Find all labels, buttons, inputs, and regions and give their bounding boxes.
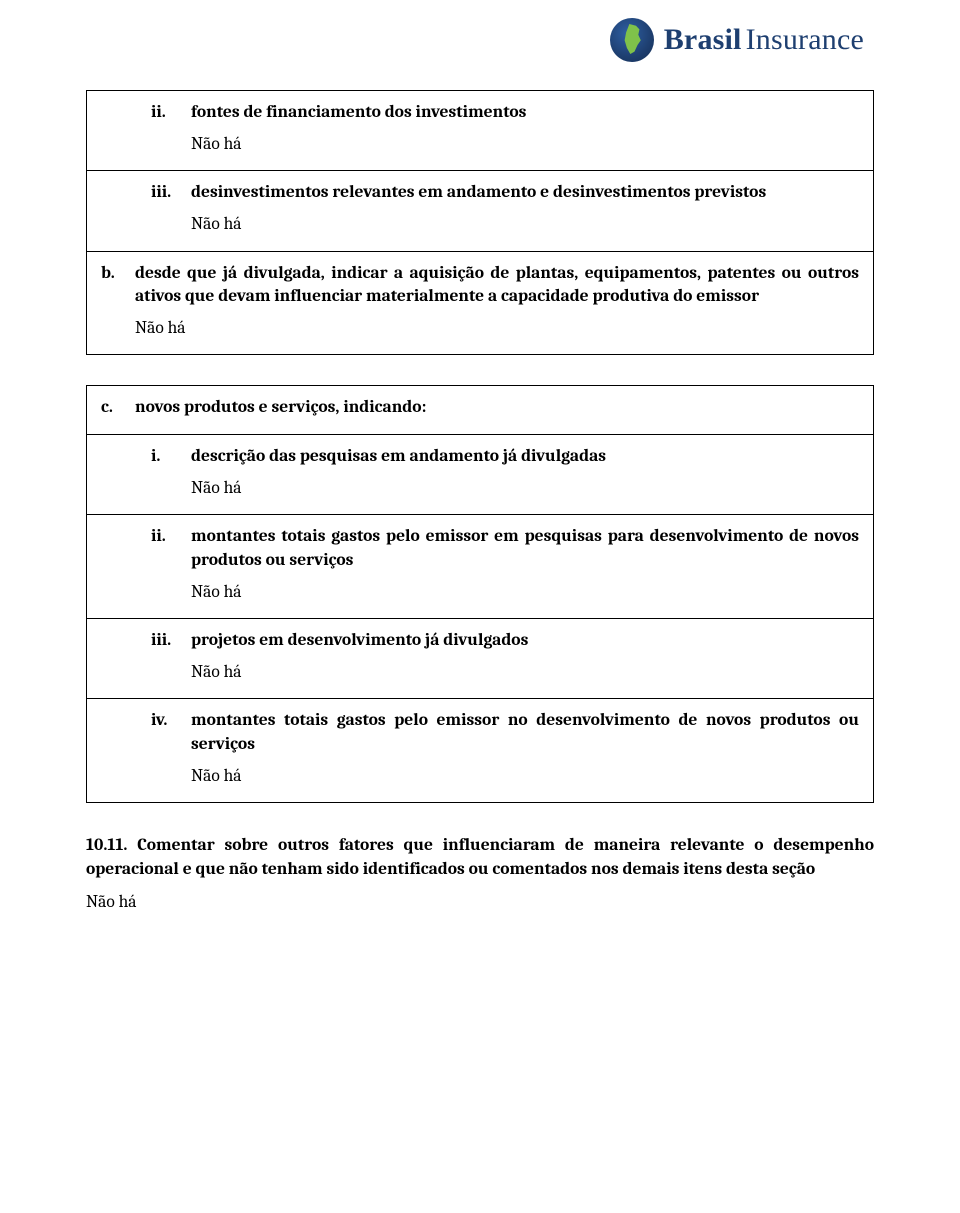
body-a-iii: desinvestimentos relevantes em andamento… xyxy=(191,181,859,236)
brand-word-2: Insurance xyxy=(746,23,864,57)
answer-c-ii: Não há xyxy=(191,581,859,605)
row-c: c. novos produtos e serviços, indicando: xyxy=(87,386,874,435)
row-a-iii: iii. desinvestimentos relevantes em anda… xyxy=(87,171,874,251)
answer-c-iv: Não há xyxy=(191,765,859,789)
item-c: c. novos produtos e serviços, indicando: xyxy=(101,396,859,420)
brand-wordmark: Brasil Insurance xyxy=(664,23,864,57)
marker-c-iii: iii. xyxy=(151,629,191,684)
row-c-iv: iv. montantes totais gastos pelo emissor… xyxy=(87,699,874,803)
brand-logo: Brasil Insurance xyxy=(610,18,864,62)
section-10-11-answer: Não há xyxy=(86,892,874,912)
body-c-iii: projetos em desenvolvimento já divulgado… xyxy=(191,629,859,684)
title-b: desde que já divulgada, indicar a aquisi… xyxy=(135,262,859,309)
row-c-iii: iii. projetos em desenvolvimento já divu… xyxy=(87,619,874,699)
title-c-ii: montantes totais gastos pelo emissor em … xyxy=(191,525,859,572)
section-10-11-title: 10.11. Comentar sobre outros fatores que… xyxy=(86,833,874,881)
title-c-iv: montantes totais gastos pelo emissor no … xyxy=(191,709,859,756)
marker-c: c. xyxy=(101,396,135,420)
item-a-ii: ii. fontes de financiamento dos investim… xyxy=(101,101,859,156)
marker-a-iii: iii. xyxy=(151,181,191,236)
page: Brasil Insurance ii. fontes de financiam… xyxy=(0,0,960,1213)
body-c-iv: montantes totais gastos pelo emissor no … xyxy=(191,709,859,788)
marker-c-i: i. xyxy=(151,445,191,500)
globe-icon xyxy=(610,18,654,62)
answer-c-i: Não há xyxy=(191,477,859,501)
row-c-i: i. descrição das pesquisas em andamento … xyxy=(87,435,874,515)
body-b: desde que já divulgada, indicar a aquisi… xyxy=(135,262,859,341)
title-a-ii: fontes de financiamento dos investimento… xyxy=(191,101,859,125)
marker-a-ii: ii. xyxy=(151,101,191,156)
body-a-ii: fontes de financiamento dos investimento… xyxy=(191,101,859,156)
title-a-iii: desinvestimentos relevantes em andamento… xyxy=(191,181,859,205)
marker-c-iv: iv. xyxy=(151,709,191,788)
document-table-2: c. novos produtos e serviços, indicando:… xyxy=(86,385,874,803)
row-a-ii: ii. fontes de financiamento dos investim… xyxy=(87,91,874,171)
row-c-ii: ii. montantes totais gastos pelo emissor… xyxy=(87,515,874,619)
item-b: b. desde que já divulgada, indicar a aqu… xyxy=(101,262,859,341)
answer-c-iii: Não há xyxy=(191,661,859,685)
item-c-i: i. descrição das pesquisas em andamento … xyxy=(101,445,859,500)
marker-b: b. xyxy=(101,262,135,341)
item-c-ii: ii. montantes totais gastos pelo emissor… xyxy=(101,525,859,604)
title-c-iii: projetos em desenvolvimento já divulgado… xyxy=(191,629,859,653)
row-b: b. desde que já divulgada, indicar a aqu… xyxy=(87,251,874,355)
body-c: novos produtos e serviços, indicando: xyxy=(135,396,859,420)
document-table-1: ii. fontes de financiamento dos investim… xyxy=(86,90,874,355)
answer-a-iii: Não há xyxy=(191,213,859,237)
body-c-i: descrição das pesquisas em andamento já … xyxy=(191,445,859,500)
item-c-iv: iv. montantes totais gastos pelo emissor… xyxy=(101,709,859,788)
item-c-iii: iii. projetos em desenvolvimento já divu… xyxy=(101,629,859,684)
brand-word-1: Brasil xyxy=(664,23,742,57)
title-c: novos produtos e serviços, indicando: xyxy=(135,396,859,420)
table-gap xyxy=(86,355,874,385)
answer-b: Não há xyxy=(135,317,859,341)
marker-c-ii: ii. xyxy=(151,525,191,604)
body-c-ii: montantes totais gastos pelo emissor em … xyxy=(191,525,859,604)
header-logo-row: Brasil Insurance xyxy=(86,18,874,62)
item-a-iii: iii. desinvestimentos relevantes em anda… xyxy=(101,181,859,236)
answer-a-ii: Não há xyxy=(191,133,859,157)
title-c-i: descrição das pesquisas em andamento já … xyxy=(191,445,859,469)
